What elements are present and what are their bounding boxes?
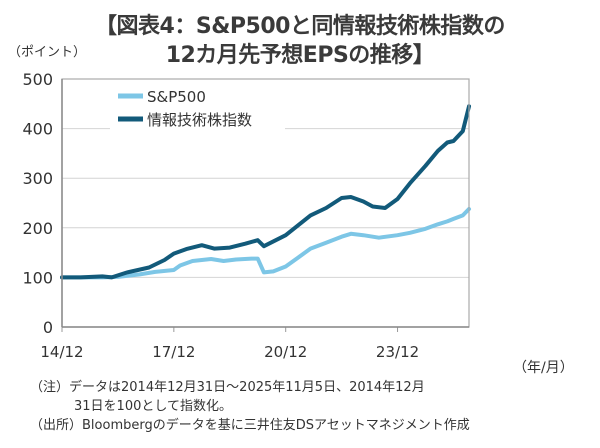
chart-title-line1: 【図表4：S&P500と同情報技術株指数の xyxy=(95,14,505,39)
series-line-1 xyxy=(60,104,471,280)
note-line2: 31日を100として指数化。 xyxy=(74,399,232,414)
chart-title-line2: 12カ月先予想EPSの推移】 xyxy=(165,43,435,68)
y-tick-label: 300 xyxy=(22,169,53,188)
series-line-0 xyxy=(60,207,471,280)
legend-background xyxy=(110,84,285,132)
x-tick-label: 23/12 xyxy=(376,343,419,361)
y-tick-label: 200 xyxy=(22,219,53,238)
y-tick-label: 400 xyxy=(22,120,53,139)
y-axis-unit-label: （ポイント） xyxy=(8,45,87,60)
legend-label: 情報技術株指数 xyxy=(147,111,252,129)
legend-label: S&P500 xyxy=(147,88,206,106)
source-note: （出所）Bloombergのデータを基に三井住友DSアセットマネジメント作成 xyxy=(30,418,470,433)
x-tick-label: 20/12 xyxy=(264,343,307,361)
x-tick-label: 14/12 xyxy=(40,343,83,361)
note-line1: （注）データは2014年12月31日～2025年11月5日、2014年12月 xyxy=(30,380,425,395)
x-axis-unit-label: （年/月） xyxy=(513,360,574,376)
y-tick-label: 0 xyxy=(43,318,53,337)
x-tick-label: 17/12 xyxy=(152,343,195,361)
y-tick-label: 100 xyxy=(22,268,53,287)
y-tick-label: 500 xyxy=(22,70,53,89)
